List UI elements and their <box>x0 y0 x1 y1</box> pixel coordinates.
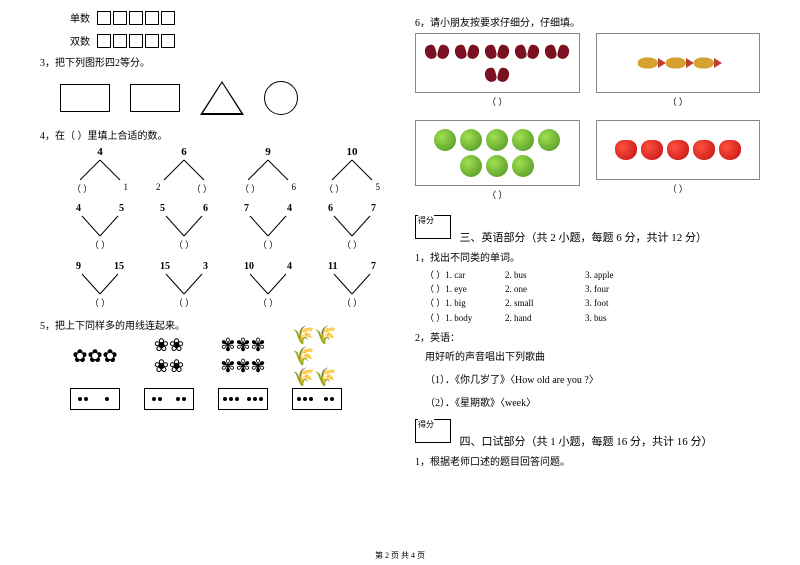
split-up: 153 （ ） <box>154 261 214 309</box>
right-column: 6，请小朋友按要求仔细分，仔细填。 （ ） （ ） （ ） （ <box>395 10 770 540</box>
split-down: 10 （ ）5 <box>322 146 382 195</box>
song1: （1）．《你几岁了》〈How old are you ?〉 <box>415 371 760 386</box>
apple-box <box>415 120 580 186</box>
e2-sub: 用好听的声音唱出下列歌曲 <box>415 348 760 363</box>
split-up: 74 （ ） <box>238 203 298 251</box>
english-row: （ ）1. car2. bus3. apple <box>425 268 760 282</box>
page-footer: 第 2 页 共 4 页 <box>0 550 800 561</box>
even-label: 双数 <box>70 33 90 48</box>
score-box-1: 得分 <box>415 215 451 239</box>
domino <box>144 388 194 410</box>
rectangle-1 <box>60 84 110 112</box>
split-up: 117 （ ） <box>322 261 382 309</box>
domino-row <box>40 388 385 410</box>
q6-text: 6，请小朋友按要求仔细分，仔细填。 <box>415 14 760 29</box>
split-up: 915 （ ） <box>70 261 130 309</box>
paren-2: （ ） <box>596 95 761 108</box>
even-boxes <box>97 34 175 48</box>
splits-down: 4 （ ）1 6 2（ ） 9 （ ）6 10 （ ）5 <box>40 146 385 195</box>
split-up: 56 （ ） <box>154 203 214 251</box>
english-list: （ ）1. car2. bus3. apple（ ）1. eye2. one3.… <box>415 268 760 326</box>
domino <box>292 388 342 410</box>
splits-up: 45 （ ） 56 （ ） 74 （ ） 67 （ ） 915 （ ） 153 （ ） 10… <box>40 203 385 309</box>
odd-boxes <box>97 11 175 25</box>
domino <box>218 388 268 410</box>
fish-box <box>596 33 761 93</box>
e2-text: 2，英语： <box>415 329 760 344</box>
circle <box>264 81 298 115</box>
english-row: （ ）1. eye2. one3. four <box>425 282 760 296</box>
split-up: 104 （ ） <box>238 261 298 309</box>
q3-text: 3，把下列图形四2等分。 <box>40 54 385 69</box>
paren-4: （ ） <box>596 182 761 195</box>
paren-1: （ ） <box>415 95 580 108</box>
q4-text: 4，在（ ）里填上合适的数。 <box>40 127 385 142</box>
match-img-1: ✿✿✿ <box>70 336 120 376</box>
split-up: 45 （ ） <box>70 203 130 251</box>
domino <box>70 388 120 410</box>
triangle <box>200 81 244 115</box>
song2: （2）．《星期歌》〈week〉 <box>415 394 760 409</box>
english-row: （ ）1. body2. hand3. bus <box>425 311 760 325</box>
split-down: 6 2（ ） <box>154 146 214 195</box>
score-box-2: 得分 <box>415 419 451 443</box>
split-down: 9 （ ）6 <box>238 146 298 195</box>
match-img-3: ✾✾✾✾✾✾ <box>218 336 268 376</box>
odd-label: 单数 <box>70 10 90 25</box>
butterfly-box <box>415 33 580 93</box>
rectangle-2 <box>130 84 180 112</box>
match-img-2: ❀❀❀❀ <box>144 336 194 376</box>
match-img-4: 🌾🌾🌾🌾🌾 <box>292 336 342 376</box>
english-row: （ ）1. big2. small3. foot <box>425 296 760 310</box>
section3-title: 三、英语部分（共 2 小题，每题 6 分，共计 12 分） <box>460 232 708 244</box>
e1-text: 1，找出不同类的单词。 <box>415 249 760 264</box>
split-up: 67 （ ） <box>322 203 382 251</box>
paren-3: （ ） <box>415 188 580 201</box>
section4-title: 四、口试部分（共 1 小题，每题 16 分，共计 16 分） <box>460 436 713 448</box>
split-down: 4 （ ）1 <box>70 146 130 195</box>
shapes-row <box>40 73 385 123</box>
left-column: 单数 双数 3，把下列图形四2等分。 4，在（ ）里填上合适的数。 4 （ ）1… <box>30 10 395 540</box>
pepper-box <box>596 120 761 180</box>
o1-text: 1，根据老师口述的题目回答问题。 <box>415 453 760 468</box>
match-pictures: ✿✿✿ ❀❀❀❀ ✾✾✾✾✾✾ 🌾🌾🌾🌾🌾 <box>40 336 385 376</box>
